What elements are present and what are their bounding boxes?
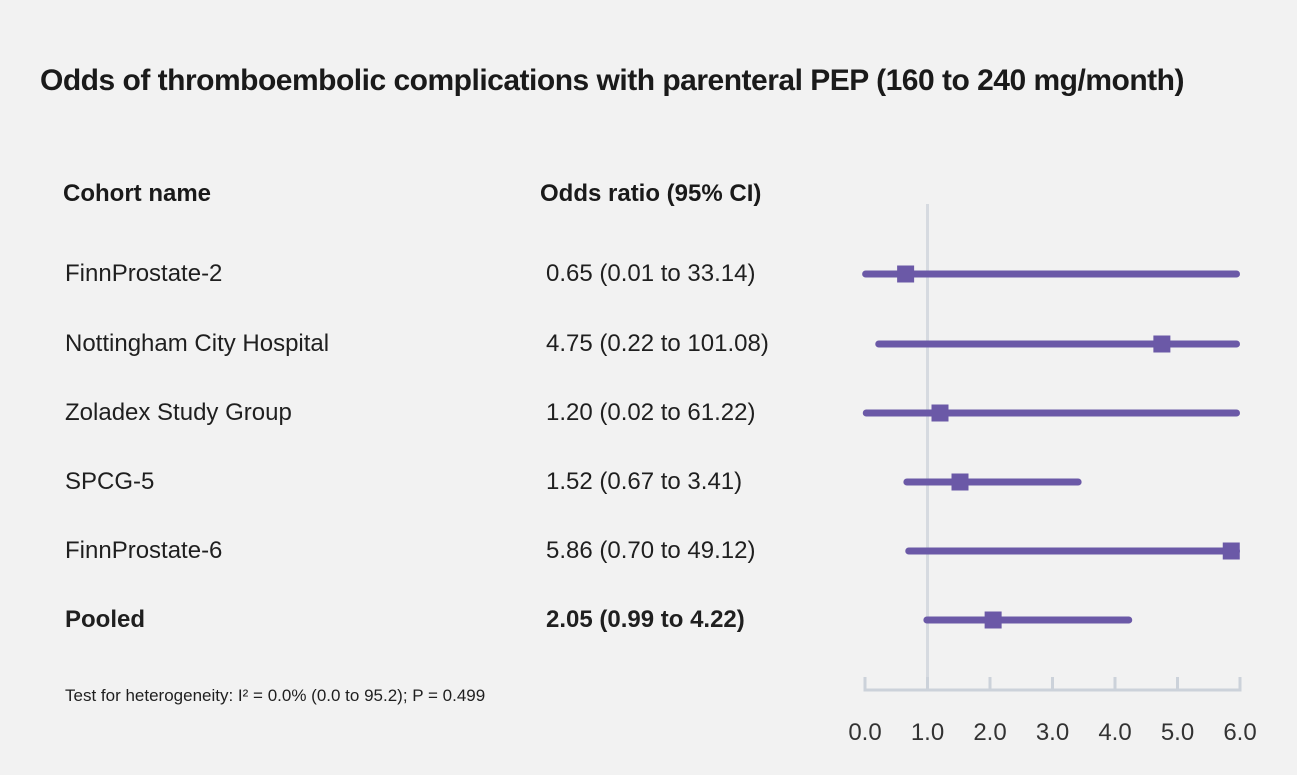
x-axis-tick-label: 3.0 <box>1036 719 1069 746</box>
x-axis-tick-label: 5.0 <box>1161 719 1194 746</box>
cohort-name-pooled: Pooled <box>65 606 146 633</box>
estimate-marker <box>1222 542 1240 560</box>
odds-ratio-value: 4.75 (0.22 to 101.08) <box>546 330 769 357</box>
odds-ratio-value: 5.86 (0.70 to 49.12) <box>546 537 756 564</box>
estimate-marker <box>897 265 915 283</box>
cohort-name: SPCG-5 <box>65 468 155 495</box>
column-header-cohort-name: Cohort name <box>63 180 212 207</box>
column-header-odds-ratio: Odds ratio (95% CI) <box>540 180 762 207</box>
x-axis-tick-label: 1.0 <box>911 719 944 746</box>
estimate-marker <box>951 473 969 491</box>
estimate-marker-pooled <box>984 611 1002 629</box>
odds-ratio-value-pooled: 2.05 (0.99 to 4.22) <box>546 606 745 633</box>
odds-ratio-value: 1.20 (0.02 to 61.22) <box>546 399 756 426</box>
x-axis-tick-label: 0.0 <box>848 719 881 746</box>
cohort-name: FinnProstate-6 <box>65 537 223 564</box>
x-axis-tick-label: 6.0 <box>1223 719 1256 746</box>
heterogeneity-footnote: Test for heterogeneity: I² = 0.0% (0.0 t… <box>65 686 486 705</box>
odds-ratio-value: 1.52 (0.67 to 3.41) <box>546 468 743 495</box>
x-axis-tick-label: 2.0 <box>973 719 1006 746</box>
cohort-name: Zoladex Study Group <box>65 399 292 426</box>
cohort-name: FinnProstate-2 <box>65 260 223 287</box>
odds-ratio-value: 0.65 (0.01 to 33.14) <box>546 260 756 287</box>
x-axis-tick-label: 4.0 <box>1098 719 1131 746</box>
cohort-name: Nottingham City Hospital <box>65 330 330 357</box>
chart-title: Odds of thromboembolic complications wit… <box>40 64 1184 97</box>
estimate-marker <box>1153 335 1171 353</box>
estimate-marker <box>931 404 949 422</box>
